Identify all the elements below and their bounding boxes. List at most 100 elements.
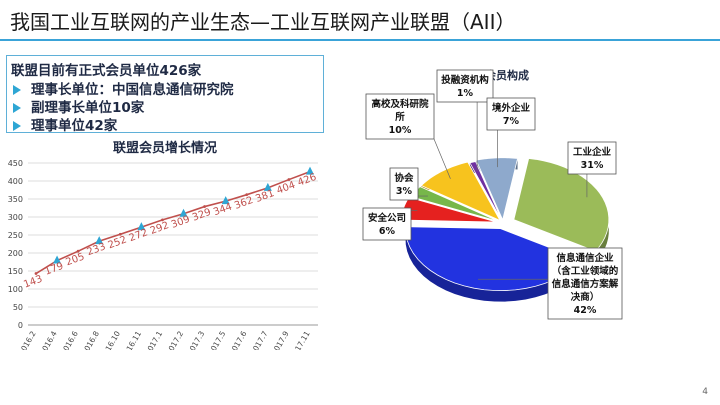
data-point — [245, 193, 249, 197]
data-point — [34, 272, 38, 275]
data-value-label: 426 — [296, 172, 318, 189]
pie-callout: 安全公司 6% — [362, 207, 412, 241]
x-tick-label: 2016.8 — [80, 329, 101, 350]
info-bullet-text: 副理事长单位10家 — [31, 100, 145, 116]
pie-callout: 工业企业 31% — [567, 141, 617, 175]
callout-text: 1% — [457, 88, 474, 99]
data-point-marker — [53, 255, 62, 264]
pie-slice — [420, 161, 501, 222]
bullet-arrow-icon — [13, 103, 21, 113]
member-growth-chart: 联盟会员增长情况 0 50 100 150 200 250 300 350 400 450 201… — [8, 140, 318, 350]
x-tick-label: 2016.10 — [99, 329, 122, 350]
x-tick-label: 2016.4 — [38, 329, 59, 350]
data-point-marker — [306, 166, 314, 175]
data-point-marker — [179, 208, 188, 217]
y-tick-label: 100 — [8, 285, 23, 294]
data-point-marker — [137, 222, 146, 231]
callout-text: 境外企业 — [492, 102, 531, 114]
callout-text: 7% — [503, 116, 520, 127]
y-tick-label: 400 — [8, 177, 23, 186]
callout-leader-line — [433, 138, 451, 179]
data-value-label: 143 — [22, 274, 44, 291]
info-bullet-text: 理事单位42家 — [31, 118, 118, 134]
y-tick-label: 350 — [8, 195, 23, 204]
data-point-marker — [263, 182, 272, 191]
callout-text: 31% — [581, 160, 604, 171]
callout-text: 6% — [379, 226, 396, 237]
callout-text: 信息通信方案解 — [552, 278, 619, 290]
pie-slice-side — [405, 226, 583, 302]
info-bullet-directors: 理事单位42家 — [13, 114, 117, 134]
callout-text: 投融资机构 — [441, 74, 489, 86]
x-tick-label: 2017.1 — [143, 329, 164, 350]
y-tick-label: 450 — [8, 159, 23, 168]
data-point — [118, 232, 122, 236]
bullet-arrow-icon — [13, 85, 21, 95]
composition-chart-title: 会员构成 — [485, 68, 529, 82]
pie-callout: 投融资机构 1% — [436, 69, 494, 103]
y-tick-label: 50 — [13, 303, 23, 312]
callout-text: 信息通信企业 — [556, 252, 614, 264]
x-tick-label: 2017.9 — [270, 329, 291, 350]
data-value-label: 205 — [64, 251, 86, 268]
callout-text: 10% — [389, 125, 412, 136]
bullet-arrow-icon — [13, 121, 21, 131]
growth-chart-title: 联盟会员增长情况 — [113, 140, 217, 156]
callout-text: （含工业领域的 — [552, 265, 619, 277]
data-point-marker — [95, 236, 104, 245]
pie-slice — [513, 157, 610, 252]
callout-box — [436, 69, 494, 103]
pie-callout: 协会 3% — [389, 167, 419, 201]
callout-text: 3% — [396, 186, 413, 197]
pie-slice — [469, 161, 503, 222]
slide-title: 我国工业互联网的产业生态—工业互联网产业联盟（AII） — [10, 10, 516, 34]
page-number: 4 — [702, 387, 708, 397]
pie-callout: 境外企业 7% — [486, 97, 536, 131]
callout-text: 工业企业 — [573, 146, 612, 158]
member-count-headline: 联盟目前有正式会员单位426家 — [11, 63, 202, 79]
data-point — [161, 218, 164, 222]
y-tick-label: 300 — [8, 213, 23, 222]
info-bullet-text: 理事长单位：中国信息通信研究院 — [31, 82, 234, 98]
x-tick-label: 2016.2 — [17, 329, 38, 350]
data-value-label: 404 — [275, 180, 297, 197]
x-tick-label: 2017.2 — [164, 329, 185, 350]
info-bullet-chair: 理事长单位：中国信息通信研究院 — [13, 78, 234, 98]
callout-box — [389, 167, 419, 201]
callout-text: 所 — [395, 111, 405, 123]
member-info-box: 联盟目前有正式会员单位426家 理事长单位：中国信息通信研究院 副理事长单位10… — [6, 55, 324, 134]
callout-box — [567, 141, 617, 175]
growth-line-series — [35, 170, 311, 275]
callout-box — [547, 247, 623, 320]
y-tick-label: 150 — [8, 267, 23, 276]
callout-box — [362, 207, 412, 241]
data-point — [76, 249, 80, 253]
info-bullet-vice-chair: 副理事长单位10家 — [13, 96, 144, 116]
callout-box — [486, 97, 536, 131]
y-tick-label: 0 — [18, 321, 23, 330]
y-tick-label: 200 — [8, 249, 23, 258]
y-tick-label: 250 — [8, 231, 23, 240]
data-point — [287, 178, 291, 181]
callout-text: 高校及科研院 — [371, 98, 429, 110]
x-tick-label: 2017.5 — [207, 329, 228, 350]
data-point — [203, 205, 207, 208]
x-tick-label: 2017.7 — [249, 329, 270, 350]
title-divider — [0, 39, 720, 41]
callout-text: 决商） — [571, 291, 600, 303]
data-value-label: 179 — [43, 261, 65, 278]
callout-text: 协会 — [394, 172, 414, 184]
callout-text: 42% — [574, 305, 597, 316]
x-tick-label: 2017.3 — [185, 329, 206, 350]
x-tick-label: 2017.11 — [288, 329, 311, 350]
x-tick-label: 2016.11 — [120, 329, 143, 350]
callout-box — [365, 93, 435, 140]
data-point-marker — [221, 196, 230, 205]
pie-slice — [475, 157, 519, 221]
x-tick-label: 2017.6 — [228, 329, 249, 350]
data-value-label: 233 — [86, 241, 108, 258]
callout-text: 安全公司 — [368, 212, 406, 224]
